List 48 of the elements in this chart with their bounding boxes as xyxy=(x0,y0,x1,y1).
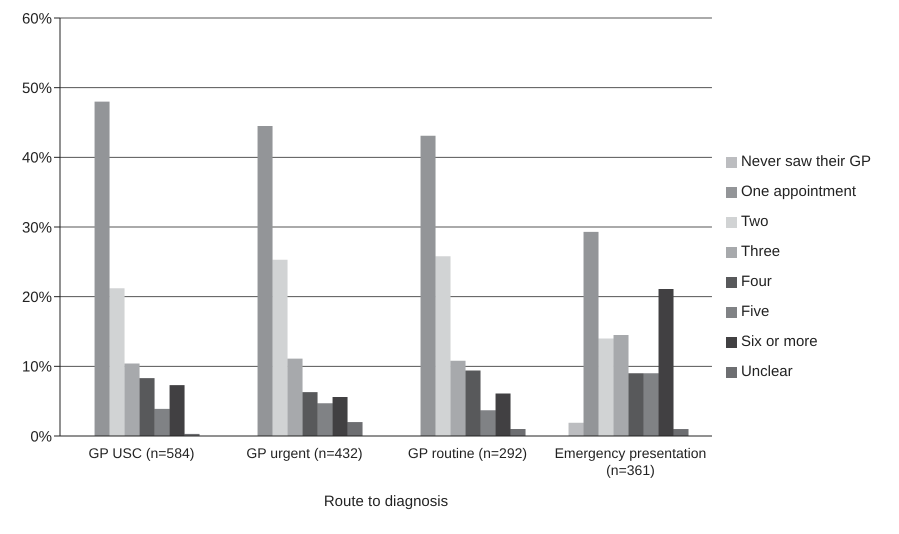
x-tick-label: GP routine (n=292) xyxy=(408,445,528,461)
y-tick-label: 50% xyxy=(22,80,52,97)
bar xyxy=(496,394,511,436)
bar xyxy=(110,288,125,436)
bar xyxy=(568,422,584,436)
bar xyxy=(644,373,659,436)
bar xyxy=(450,360,466,436)
bar xyxy=(318,403,333,436)
bar xyxy=(94,102,110,436)
legend-label: Three xyxy=(740,243,780,260)
bar xyxy=(420,136,436,436)
x-tick-label: GP USC (n=584) xyxy=(88,445,194,461)
y-tick-label: 60% xyxy=(22,10,52,28)
bar xyxy=(302,392,318,436)
bar xyxy=(140,378,155,436)
y-tick-label: 20% xyxy=(22,288,52,306)
bar xyxy=(598,338,614,436)
bar xyxy=(170,385,185,436)
y-tick-label: 0% xyxy=(30,428,52,446)
legend-label: Two xyxy=(740,213,768,230)
legend-label: One appointment xyxy=(740,183,856,200)
bar xyxy=(628,373,644,436)
bar xyxy=(332,396,348,436)
y-tick-label: 40% xyxy=(22,150,52,167)
y-tick-label: 30% xyxy=(22,219,52,236)
legend-label: Four xyxy=(740,273,772,290)
x-axis-title: Route to diagnosis xyxy=(324,493,448,510)
bar xyxy=(584,232,599,436)
bar xyxy=(658,289,674,436)
legend-label: Unclear xyxy=(740,363,793,380)
bar xyxy=(480,410,496,436)
legend-label: Never saw their GP xyxy=(740,153,871,170)
bar xyxy=(674,429,689,436)
y-tick-label: 10% xyxy=(22,358,52,376)
bar xyxy=(614,334,629,436)
bar xyxy=(272,260,288,436)
x-tick-label: GP urgent (n=432) xyxy=(246,445,363,461)
bar xyxy=(510,429,526,436)
legend-label: Six or more xyxy=(740,333,818,350)
bar xyxy=(466,370,481,436)
bar xyxy=(348,422,363,436)
x-tick-label: Emergency presentation (n=361) xyxy=(554,445,706,478)
bar xyxy=(436,256,451,436)
legend-label: Five xyxy=(740,303,770,320)
bar xyxy=(258,126,273,436)
bar xyxy=(124,364,140,436)
bar xyxy=(154,408,170,436)
bar xyxy=(288,358,303,436)
